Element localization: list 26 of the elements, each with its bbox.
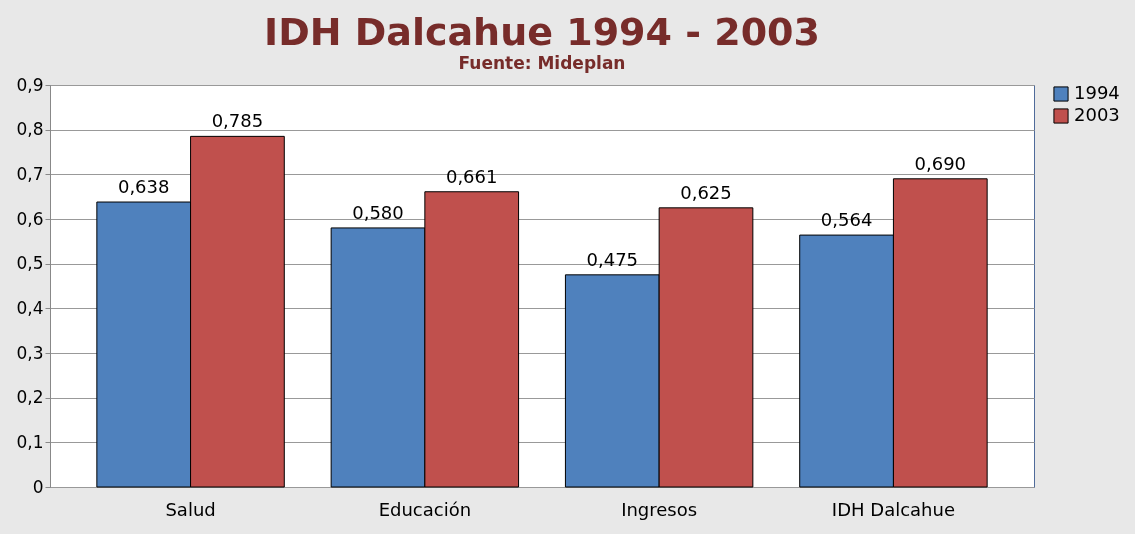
y-tick-label: 0,2 xyxy=(16,387,44,408)
data-label: 0,785 xyxy=(211,110,264,132)
chart-subtitle: Fuente: Mideplan xyxy=(458,53,626,73)
y-tick-label: 0,9 xyxy=(16,74,44,95)
y-tick-label: 0,7 xyxy=(16,163,44,184)
y-tick-label: 0,5 xyxy=(16,253,44,274)
data-label: 0,580 xyxy=(352,201,404,223)
y-tick-label: 0,1 xyxy=(16,431,44,452)
y-tick-label: 0 xyxy=(32,476,44,497)
chart-title: IDH Dalcahue 1994 - 2003 xyxy=(264,10,820,54)
data-label: 0,475 xyxy=(586,248,639,270)
data-label: 0,564 xyxy=(820,209,873,231)
data-label: 0,625 xyxy=(680,181,732,203)
legend-label: 2003 xyxy=(1074,104,1120,125)
x-tick-label: Salud xyxy=(165,498,216,520)
x-tick-label: IDH Dalcahue xyxy=(831,498,955,520)
y-tick-label: 0,6 xyxy=(16,208,44,229)
x-tick-label: Educación xyxy=(378,498,472,520)
y-tick-label: 0,4 xyxy=(16,297,44,318)
y-tick-label: 0,8 xyxy=(16,119,44,140)
x-tick-label: Ingresos xyxy=(621,498,698,520)
y-tick-label: 0,3 xyxy=(16,342,44,363)
data-label: 0,661 xyxy=(445,165,498,187)
legend-label: 1994 xyxy=(1074,82,1120,103)
data-label: 0,690 xyxy=(914,152,967,174)
data-label: 0,638 xyxy=(117,176,170,198)
